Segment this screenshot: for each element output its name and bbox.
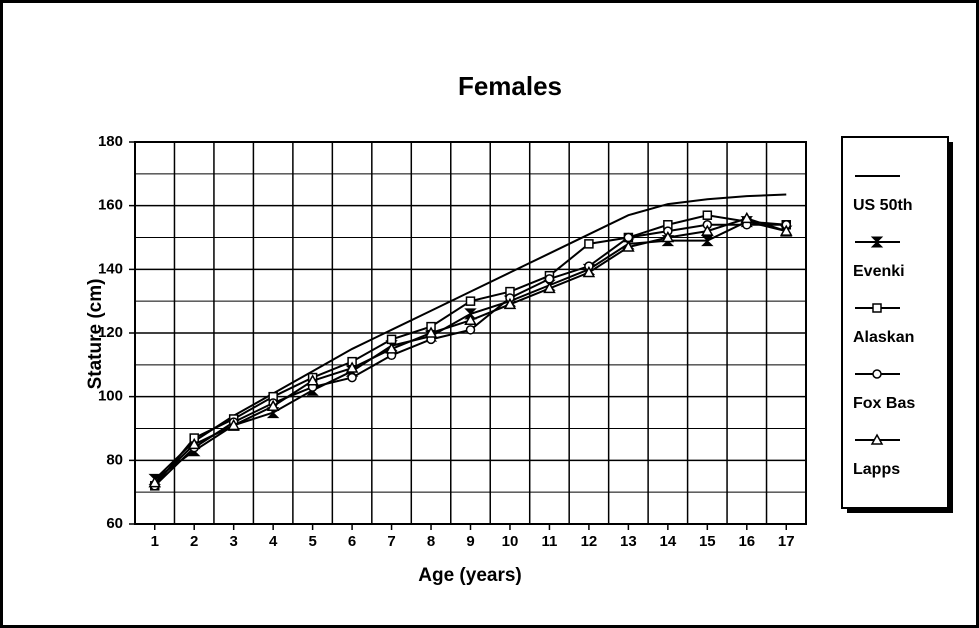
marker	[424, 326, 438, 338]
legend-label: Fox Bas	[853, 395, 915, 412]
series-line	[154, 223, 787, 487]
x-tick-label: 12	[581, 533, 598, 550]
x-tick-label: 2	[190, 533, 198, 550]
x-tick-label: 4	[269, 533, 278, 550]
series-line	[154, 220, 787, 481]
marker	[266, 399, 280, 411]
x-axis-label: Age (years)	[418, 565, 522, 586]
marker	[661, 230, 675, 243]
legend-label: US 50th	[853, 197, 913, 214]
series-line	[154, 217, 787, 484]
x-tick-label: 5	[308, 533, 316, 550]
marker	[870, 236, 884, 248]
x-tick-label: 13	[620, 533, 637, 550]
marker	[872, 369, 882, 379]
y-tick-label: 100	[98, 388, 123, 405]
marker	[701, 224, 714, 236]
marker	[872, 303, 882, 313]
y-tick-label: 80	[106, 451, 123, 468]
x-tick-label: 15	[699, 533, 716, 550]
marker	[584, 239, 594, 249]
x-tick-label: 11	[542, 533, 558, 550]
marker	[622, 240, 635, 252]
marker	[582, 265, 596, 278]
marker	[740, 211, 754, 224]
chart-title: Females	[458, 71, 562, 101]
x-tick-label: 7	[387, 533, 395, 550]
marker	[464, 313, 477, 326]
x-tick-label: 14	[660, 533, 677, 550]
marker	[386, 334, 397, 345]
x-tick-label: 10	[502, 533, 519, 550]
x-tick-label: 8	[427, 533, 435, 550]
marker	[543, 281, 556, 294]
marker	[385, 342, 398, 354]
x-tick-label: 16	[738, 533, 755, 550]
x-tick-label: 1	[151, 533, 159, 550]
marker	[347, 372, 357, 383]
x-tick-label: 17	[778, 533, 795, 550]
x-tick-label: 9	[466, 533, 474, 550]
marker	[187, 437, 201, 450]
marker	[870, 433, 884, 445]
y-axis-label: Stature (cm)	[85, 279, 106, 390]
marker	[465, 325, 476, 335]
x-tick-label: 3	[230, 533, 238, 550]
marker	[503, 297, 517, 310]
marker	[779, 224, 793, 236]
legend-label: Alaskan	[853, 329, 914, 346]
marker	[148, 476, 162, 488]
marker	[544, 274, 555, 284]
y-tick-label: 160	[98, 197, 123, 214]
series-line	[153, 214, 787, 487]
y-tick-label: 140	[98, 260, 123, 277]
marker	[227, 418, 240, 431]
y-tick-label: 180	[98, 133, 123, 150]
marker	[702, 210, 713, 220]
marker	[306, 374, 319, 386]
x-tick-label: 6	[348, 533, 356, 550]
legend-box	[841, 136, 949, 509]
legend-label: Evenki	[853, 263, 905, 280]
legend-label: Lapps	[853, 461, 900, 478]
marker	[345, 361, 359, 373]
series-line	[154, 193, 787, 481]
y-tick-label: 120	[98, 324, 123, 341]
y-tick-label: 60	[106, 515, 123, 532]
marker	[465, 296, 476, 306]
marker	[623, 232, 634, 243]
